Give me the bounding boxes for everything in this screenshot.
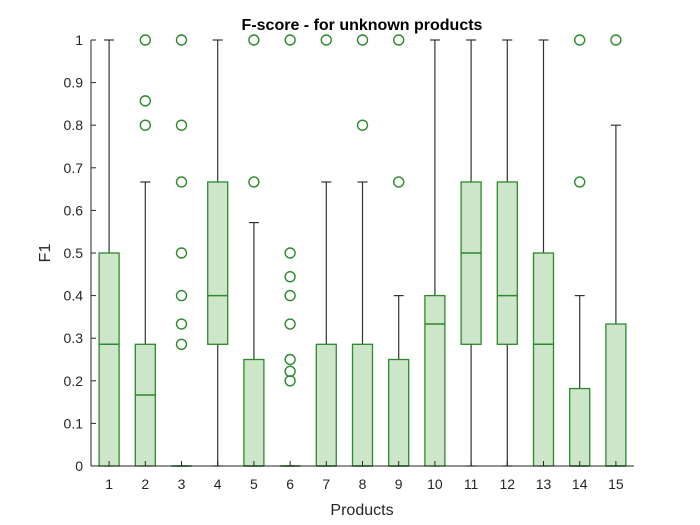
x-tick-label: 4 <box>214 476 222 492</box>
box <box>569 387 591 467</box>
outlier-point <box>356 119 369 131</box>
y-tick-label: 0 <box>75 458 83 474</box>
y-tick-label: 0.3 <box>64 330 84 346</box>
x-tick-label: 1 <box>105 476 113 492</box>
boxes-layer <box>98 34 627 467</box>
y-tick-label: 0.6 <box>64 202 84 218</box>
x-tick-label: 8 <box>359 476 367 492</box>
y-tick-label: 0.2 <box>64 373 84 389</box>
x-axis-title: Products <box>330 502 393 519</box>
outlier-point <box>248 34 260 46</box>
box <box>134 343 156 467</box>
box <box>496 181 518 345</box>
x-tick-label: 14 <box>572 476 588 492</box>
y-tick-label: 0.7 <box>64 160 84 176</box>
chart-title: F-score - for unknown products <box>242 17 483 34</box>
box <box>243 358 265 467</box>
outlier-point <box>175 247 188 259</box>
box <box>388 358 410 467</box>
outlier-point <box>175 289 188 302</box>
outlier-point <box>175 338 188 350</box>
outlier-point <box>175 318 188 330</box>
box <box>460 181 482 345</box>
outlier-point <box>139 34 152 46</box>
outlier-point <box>284 353 296 366</box>
x-tick-label: 13 <box>536 476 552 492</box>
box <box>207 181 229 345</box>
box <box>315 343 337 467</box>
outlier-point <box>574 176 586 188</box>
outlier-point <box>610 34 622 46</box>
outlier-point <box>284 318 296 330</box>
x-tick-label: 2 <box>141 476 149 492</box>
box-group-1 <box>98 39 120 467</box>
x-tick-label: 5 <box>250 476 258 492</box>
ticks-layer: 00.10.20.30.40.50.60.70.80.911 2 3 4 5 6 7 8 9 10… <box>64 32 624 492</box>
outlier-point <box>356 34 369 46</box>
outlier-point <box>284 365 296 378</box>
x-tick-label: 3 <box>178 476 186 492</box>
outlier-point <box>139 119 152 131</box>
outlier-point <box>175 176 188 188</box>
box-group-2 <box>134 34 156 467</box>
outlier-point <box>139 95 152 107</box>
y-tick-label: 0.5 <box>64 245 84 261</box>
y-tick-label: 0.1 <box>64 415 84 431</box>
x-tick-label: 6 <box>286 476 294 492</box>
y-axis-title: F1 <box>37 244 54 263</box>
box <box>98 252 120 467</box>
box <box>532 252 555 467</box>
box-group-11 <box>460 39 482 467</box>
box-group-4 <box>207 39 229 467</box>
outlier-point <box>175 119 188 131</box>
x-tick-label: 15 <box>608 476 624 492</box>
box-group-13 <box>532 39 555 467</box>
outlier-point <box>248 176 260 188</box>
outlier-point <box>284 34 296 46</box>
x-tick-label: 7 <box>322 476 330 492</box>
x-tick-label: 12 <box>500 476 516 492</box>
box-group-8 <box>351 34 374 467</box>
outlier-point <box>574 34 586 46</box>
x-tick-label: 11 <box>464 476 479 492</box>
outlier-point <box>393 176 405 188</box>
y-tick-label: 0.4 <box>64 288 84 304</box>
outlier-point <box>284 270 296 283</box>
outlier-point <box>284 289 296 302</box>
x-tick-label: 10 <box>427 476 443 492</box>
box <box>424 294 446 467</box>
outlier-point <box>284 247 296 259</box>
box <box>605 323 627 467</box>
y-tick-label: 1 <box>75 32 83 48</box>
y-tick-label: 0.8 <box>64 117 84 133</box>
outlier-point <box>175 34 188 46</box>
box <box>351 343 374 467</box>
y-tick-label: 0.9 <box>64 75 84 91</box>
x-tick-label: 9 <box>395 476 403 492</box>
outlier-point <box>393 34 405 46</box>
outlier-point <box>320 34 332 46</box>
box-group-12 <box>496 39 518 467</box>
